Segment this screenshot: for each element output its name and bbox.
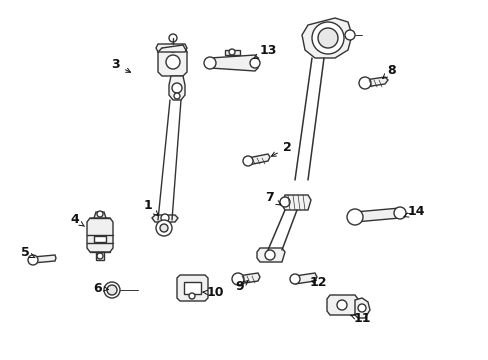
Circle shape — [231, 273, 244, 285]
Circle shape — [311, 22, 343, 54]
Circle shape — [161, 214, 169, 222]
Polygon shape — [238, 273, 260, 284]
Text: 8: 8 — [382, 63, 395, 78]
Polygon shape — [177, 275, 207, 301]
Text: 3: 3 — [111, 58, 130, 72]
Circle shape — [203, 57, 216, 69]
Polygon shape — [169, 76, 184, 100]
Circle shape — [346, 209, 362, 225]
Text: 7: 7 — [265, 192, 280, 205]
Text: 12: 12 — [308, 276, 326, 289]
Text: 1: 1 — [143, 199, 158, 215]
Circle shape — [172, 83, 182, 93]
Circle shape — [97, 211, 103, 217]
Polygon shape — [326, 295, 357, 315]
Polygon shape — [247, 154, 269, 165]
Circle shape — [189, 293, 195, 299]
Polygon shape — [302, 18, 351, 58]
Text: 10: 10 — [203, 287, 224, 300]
Polygon shape — [96, 252, 104, 260]
Text: 6: 6 — [94, 282, 108, 294]
Text: 2: 2 — [271, 141, 291, 156]
Polygon shape — [294, 273, 316, 284]
Text: 11: 11 — [350, 312, 370, 325]
Text: 13: 13 — [253, 44, 276, 59]
Polygon shape — [87, 218, 113, 252]
Circle shape — [97, 253, 103, 259]
Circle shape — [107, 285, 117, 295]
Circle shape — [160, 224, 168, 232]
Circle shape — [228, 49, 235, 55]
Text: 14: 14 — [403, 206, 424, 219]
Circle shape — [280, 197, 289, 207]
Circle shape — [345, 30, 354, 40]
Polygon shape — [354, 208, 403, 222]
Circle shape — [289, 274, 299, 284]
Polygon shape — [282, 195, 310, 210]
Circle shape — [169, 34, 177, 42]
Circle shape — [336, 300, 346, 310]
Polygon shape — [224, 50, 240, 55]
Polygon shape — [33, 255, 56, 263]
Text: 4: 4 — [70, 213, 84, 226]
Text: 9: 9 — [235, 280, 247, 293]
Text: 5: 5 — [20, 247, 35, 260]
Circle shape — [165, 55, 180, 69]
Polygon shape — [158, 45, 186, 76]
Circle shape — [249, 58, 260, 68]
Polygon shape — [364, 77, 387, 87]
Circle shape — [357, 304, 365, 312]
Polygon shape — [94, 236, 106, 242]
Circle shape — [243, 156, 252, 166]
Polygon shape — [183, 282, 201, 294]
Polygon shape — [257, 248, 285, 262]
Polygon shape — [152, 215, 178, 222]
Polygon shape — [206, 55, 258, 71]
Circle shape — [264, 250, 274, 260]
Circle shape — [28, 255, 38, 265]
Circle shape — [174, 93, 180, 99]
Polygon shape — [354, 298, 369, 318]
Polygon shape — [94, 212, 106, 218]
Circle shape — [393, 207, 405, 219]
Circle shape — [169, 44, 177, 52]
Polygon shape — [156, 44, 186, 52]
Circle shape — [358, 77, 370, 89]
Circle shape — [156, 220, 172, 236]
Circle shape — [317, 28, 337, 48]
Circle shape — [104, 282, 120, 298]
